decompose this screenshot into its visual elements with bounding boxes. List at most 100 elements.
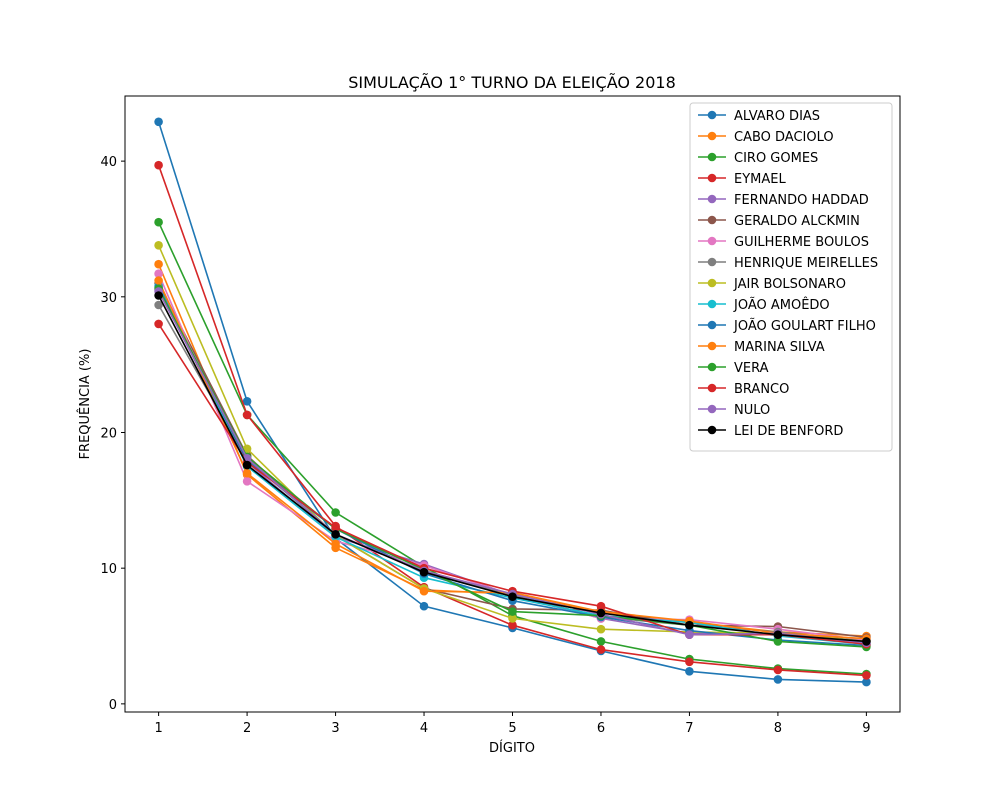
data-point [242, 397, 252, 406]
legend-marker [707, 215, 717, 225]
data-point [685, 620, 694, 630]
data-point [773, 665, 783, 675]
legend-item: NULO [698, 403, 770, 418]
legend-label: JOÃO GOULART FILHO [733, 318, 876, 334]
data-point [242, 410, 252, 420]
data-point [596, 601, 606, 611]
data-point [773, 637, 783, 646]
data-point [242, 468, 252, 478]
legend-item: EYMAEL [698, 172, 786, 187]
x-tick-label: 2 [243, 721, 251, 736]
legend-item: BRANCO [698, 382, 789, 397]
legend-marker [707, 278, 717, 288]
data-point [508, 620, 517, 630]
data-point [773, 675, 783, 684]
x-tick-label: 1 [154, 721, 162, 736]
y-tick-label: 0 [109, 698, 117, 713]
legend-marker [707, 173, 717, 183]
legend-item: ALVARO DIAS [698, 109, 820, 124]
data-point [154, 259, 163, 269]
data-point [242, 477, 252, 486]
data-point [685, 630, 694, 639]
data-point [596, 624, 606, 634]
legend-box [689, 102, 893, 452]
data-point [154, 160, 163, 170]
legend-item: MARINA SILVA [698, 340, 825, 355]
data-point [331, 508, 340, 517]
data-point [331, 530, 340, 539]
y-tick-label: 10 [100, 562, 117, 577]
data-point [419, 601, 429, 611]
legend-item: LEI DE BENFORD [698, 424, 843, 439]
legend-label: CIRO GOMES [734, 151, 818, 166]
legend-label: VERA [734, 361, 769, 376]
legend-label: ALVARO DIAS [734, 109, 820, 124]
legend-marker [707, 152, 717, 162]
legend-label: CABO DACIOLO [734, 130, 834, 145]
data-point [508, 607, 517, 616]
x-axis-label: DÍGITO [489, 740, 535, 756]
data-point [242, 460, 252, 470]
legend-marker [707, 236, 717, 246]
legend-marker [707, 425, 717, 435]
legend-label: GERALDO ALCKMIN [734, 214, 860, 229]
y-tick-label: 30 [100, 291, 117, 306]
data-point [331, 523, 340, 532]
x-tick-label: 7 [685, 721, 693, 736]
data-point [154, 300, 163, 310]
legend-label: JOÃO AMOÊDO [733, 297, 830, 313]
legend-item: JOÃO AMOÊDO [698, 297, 830, 313]
data-point [154, 269, 163, 279]
legend-label: LEI DE BENFORD [734, 424, 843, 439]
legend-marker [707, 131, 717, 141]
data-point [154, 291, 163, 300]
data-point [596, 645, 606, 654]
data-point [154, 241, 163, 250]
legend-item: CABO DACIOLO [698, 130, 834, 145]
legend-item: FERNANDO HADDAD [698, 193, 869, 208]
legend-marker [707, 299, 717, 309]
y-tick-label: 40 [100, 155, 117, 170]
legend-label: JAIR BOLSONARO [733, 277, 846, 292]
data-point [331, 539, 340, 549]
legend-label: MARINA SILVA [734, 340, 825, 355]
data-point [419, 586, 429, 596]
data-point [862, 671, 871, 680]
x-tick-label: 9 [862, 721, 870, 736]
data-point [154, 319, 163, 329]
data-point [596, 637, 606, 646]
data-point [685, 657, 694, 667]
data-point [773, 630, 783, 639]
legend-item: VERA [698, 361, 769, 376]
legend-item: HENRIQUE MEIRELLES [698, 256, 878, 271]
legend-item: CIRO GOMES [698, 151, 818, 166]
legend-marker [707, 362, 717, 372]
legend-label: EYMAEL [734, 172, 786, 187]
x-tick-label: 5 [508, 721, 516, 736]
legend-label: GUILHERME BOULOS [734, 235, 869, 250]
legend-marker [707, 257, 717, 267]
legend-item: JAIR BOLSONARO [698, 277, 846, 292]
x-tick-label: 3 [331, 721, 339, 736]
data-point [154, 217, 163, 227]
data-point [154, 276, 163, 285]
data-point [419, 567, 429, 577]
data-point [862, 677, 871, 687]
data-point [508, 592, 517, 601]
data-point [596, 608, 606, 618]
legend-marker [707, 320, 717, 330]
series-15 [154, 291, 871, 646]
x-tick-label: 8 [774, 721, 782, 736]
legend-marker [707, 404, 717, 414]
legend-label: BRANCO [734, 382, 789, 397]
legend-marker [707, 341, 717, 351]
legend-marker [707, 194, 717, 204]
legend-item: JOÃO GOULART FILHO [698, 318, 876, 334]
y-tick-label: 20 [100, 426, 117, 441]
legend-marker [707, 383, 717, 393]
data-point [508, 614, 517, 623]
x-tick-label: 4 [420, 721, 428, 736]
data-point [685, 667, 694, 676]
series-layer [154, 117, 871, 687]
x-tick-label: 6 [597, 721, 605, 736]
